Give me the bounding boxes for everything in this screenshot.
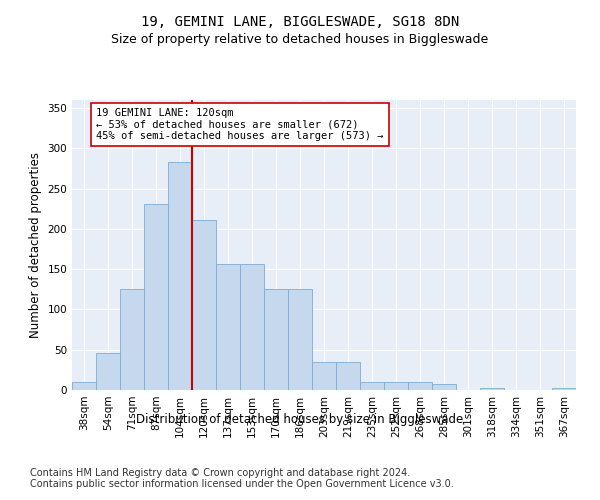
Text: Contains public sector information licensed under the Open Government Licence v3: Contains public sector information licen… (30, 479, 454, 489)
Text: Size of property relative to detached houses in Biggleswade: Size of property relative to detached ho… (112, 32, 488, 46)
Text: 19, GEMINI LANE, BIGGLESWADE, SG18 8DN: 19, GEMINI LANE, BIGGLESWADE, SG18 8DN (141, 15, 459, 29)
Bar (552, 388, 576, 390)
Bar (432, 384, 456, 390)
Text: Distribution of detached houses by size in Biggleswade: Distribution of detached houses by size … (136, 412, 464, 426)
Bar (240, 264, 264, 390)
Text: 19 GEMINI LANE: 120sqm
← 53% of detached houses are smaller (672)
45% of semi-de: 19 GEMINI LANE: 120sqm ← 53% of detached… (96, 108, 383, 142)
Bar (72, 382, 96, 390)
Bar (96, 353, 120, 390)
Bar (408, 382, 432, 390)
Bar (360, 382, 384, 390)
Text: Contains HM Land Registry data © Crown copyright and database right 2024.: Contains HM Land Registry data © Crown c… (30, 468, 410, 477)
Bar (216, 264, 240, 390)
Bar (312, 362, 336, 390)
Bar (264, 288, 288, 390)
Bar (192, 220, 216, 390)
Bar (144, 204, 168, 390)
Bar (168, 162, 192, 390)
Bar (288, 290, 312, 390)
Bar (480, 388, 504, 390)
Bar (336, 362, 360, 390)
Y-axis label: Number of detached properties: Number of detached properties (29, 152, 42, 338)
Bar (120, 288, 144, 390)
Bar (384, 382, 408, 390)
